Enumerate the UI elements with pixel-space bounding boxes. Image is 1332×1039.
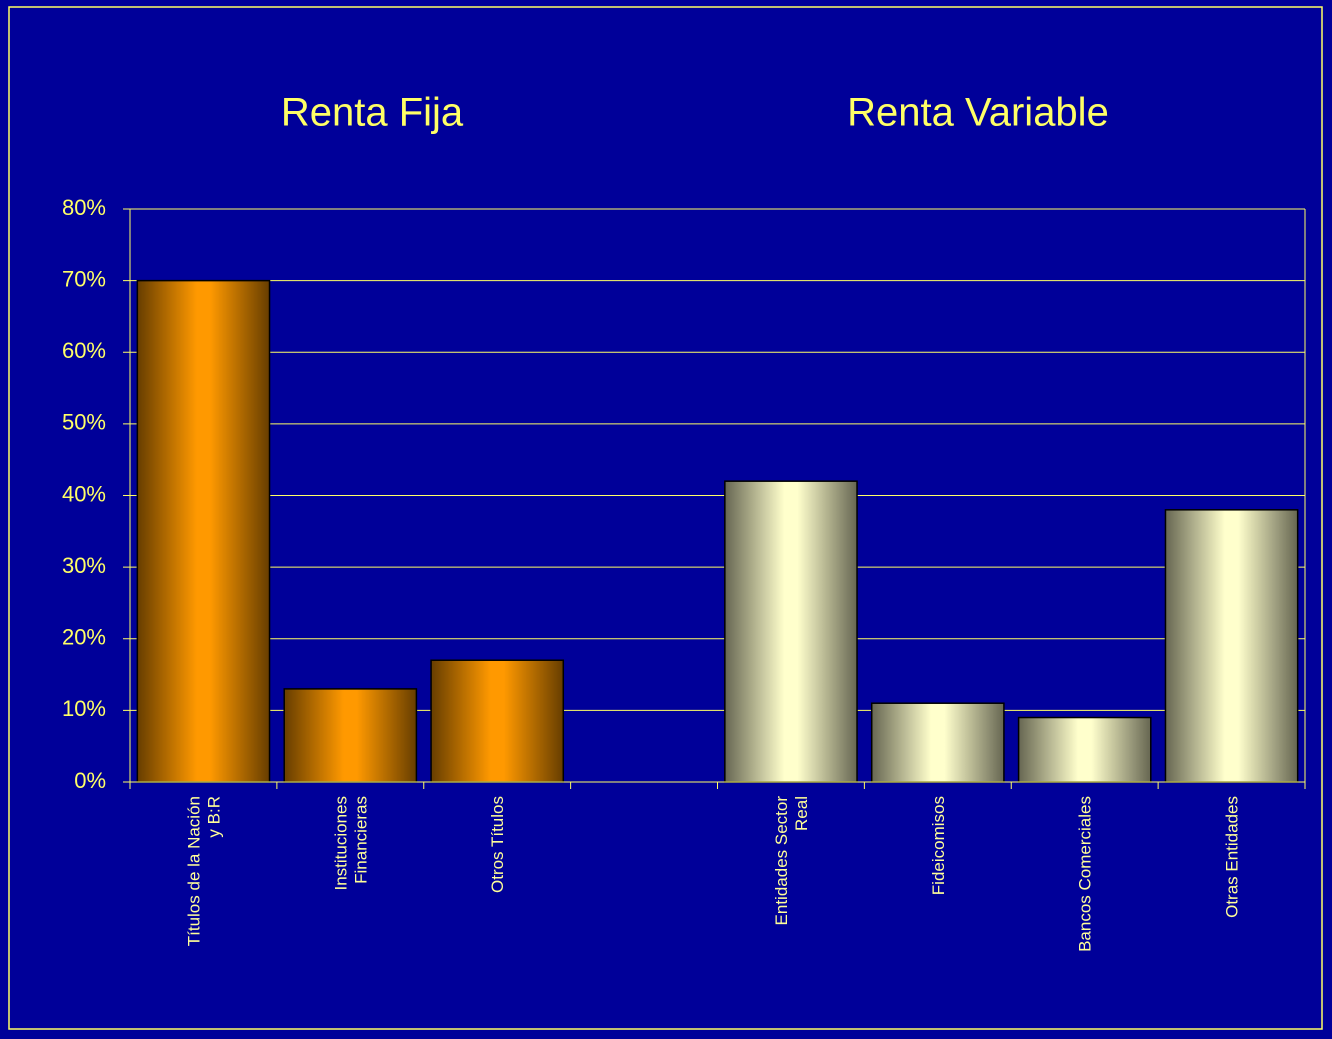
bar-shade: [1018, 717, 1151, 782]
group-title: Renta Variable: [847, 91, 1109, 135]
x-tick-label: InstitucionesFinancieras: [331, 796, 370, 891]
bar-shade: [1165, 509, 1298, 782]
x-tick-label: Otros Títulos: [488, 796, 507, 893]
bar-shade: [284, 688, 417, 782]
y-tick-label: 70%: [62, 266, 106, 291]
x-tick-label: Títulos de la Nacióny B:R: [184, 796, 223, 946]
x-tick-label: Bancos Comerciales: [1076, 796, 1095, 952]
bar-shade: [871, 703, 1004, 782]
y-tick-label: 20%: [62, 625, 106, 650]
y-tick-label: 60%: [62, 338, 106, 363]
y-tick-label: 80%: [62, 195, 106, 220]
y-tick-label: 0%: [74, 768, 106, 793]
group-title: Renta Fija: [281, 91, 464, 135]
bar-shade: [431, 660, 564, 782]
x-tick-label: Fideicomisos: [929, 796, 948, 895]
y-tick-label: 10%: [62, 696, 106, 721]
x-tick-label: Entidades SectorReal: [772, 796, 811, 926]
bar-shade: [137, 280, 270, 782]
bar-shade: [724, 481, 858, 782]
y-tick-label: 30%: [62, 553, 106, 578]
x-tick-label: Otras Entidades: [1223, 796, 1242, 918]
frame: [8, 6, 1323, 1030]
y-tick-label: 50%: [62, 410, 106, 435]
y-tick-label: 40%: [62, 481, 106, 506]
